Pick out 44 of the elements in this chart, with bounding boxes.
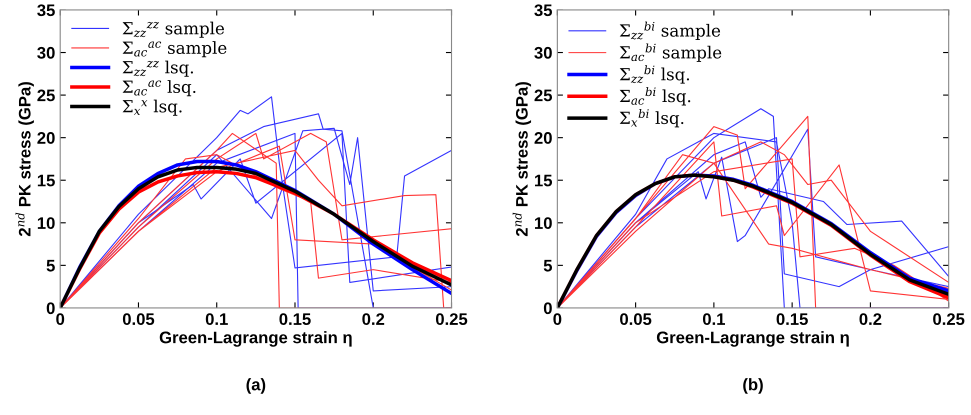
x-tick-label: 0.15 <box>279 313 311 326</box>
y-tick-label: 30 <box>534 46 552 59</box>
x-tick-label: 0 <box>56 313 64 326</box>
legend-label: Σ$_{zz}$$^{bi}$ lsq. <box>620 65 690 84</box>
text: (b) <box>743 378 763 394</box>
y-tick-label: 25 <box>534 89 552 102</box>
text: (a) <box>246 378 266 394</box>
x-tick-label: 0 <box>553 313 562 326</box>
legend-label: Σ$_{ac}$$^{ac}$ sample <box>122 41 226 58</box>
y-tick-label: 25 <box>37 89 55 102</box>
x-tick-label: 0.2 <box>362 313 384 326</box>
legend-label: Σ$_{zz}$$^{bi}$ sample <box>620 22 720 40</box>
y-tick-label: 5 <box>544 260 552 272</box>
legend-label: Σ$_{ac}$$^{bi}$ lsq. <box>620 87 690 106</box>
x-tick-label: 0.25 <box>436 313 468 326</box>
x-axis-title: Green-Lagrange strain η <box>656 331 849 347</box>
legend-label: Σ$_{zz}$$^{zz}$ sample <box>122 22 224 38</box>
x-tick-label: 0.1 <box>702 313 725 326</box>
y-tick-label: 35 <box>37 4 55 16</box>
x-tick-label: 0.05 <box>620 313 652 326</box>
x-tick-label: 0.15 <box>776 313 808 326</box>
x-axis-title: Green-Lagrange strain η <box>160 331 352 347</box>
y-tick-label: 0 <box>544 302 552 314</box>
y-axis-title: 2$^{nd}$ PK stress (GPa) <box>16 82 34 236</box>
x-tick-label: 0.05 <box>122 313 154 326</box>
legend-label: Σ$_{zz}$$^{zz}$ lsq. <box>122 60 193 77</box>
y-axis-title: 2$^{nd}$ PK stress (GPa) <box>512 82 532 236</box>
legend-label: Σ$_{ac}$$^{bi}$ sample <box>620 43 722 62</box>
legend-label: Σ$_{x}$$^{x}$ lsq. <box>122 100 182 116</box>
x-tick-label: 0.2 <box>859 313 882 326</box>
y-tick-label: 15 <box>535 174 552 186</box>
y-tick-label: 10 <box>535 217 552 229</box>
y-tick-label: 0 <box>46 302 55 314</box>
y-tick-label: 20 <box>37 132 55 144</box>
y-tick-label: 5 <box>46 260 55 272</box>
x-tick-label: 0.25 <box>933 313 964 326</box>
y-tick-label: 15 <box>38 174 55 186</box>
x-tick-label: 0.1 <box>206 313 228 326</box>
legend-label: Σ$_{x}$$^{bi}$ lsq. <box>620 108 684 128</box>
y-tick-label: 30 <box>37 46 55 59</box>
legend-label: Σ$_{ac}$$^{ac}$ lsq. <box>122 80 196 96</box>
y-tick-label: 10 <box>38 217 55 229</box>
y-tick-label: 20 <box>534 132 552 144</box>
y-tick-label: 35 <box>534 4 552 16</box>
